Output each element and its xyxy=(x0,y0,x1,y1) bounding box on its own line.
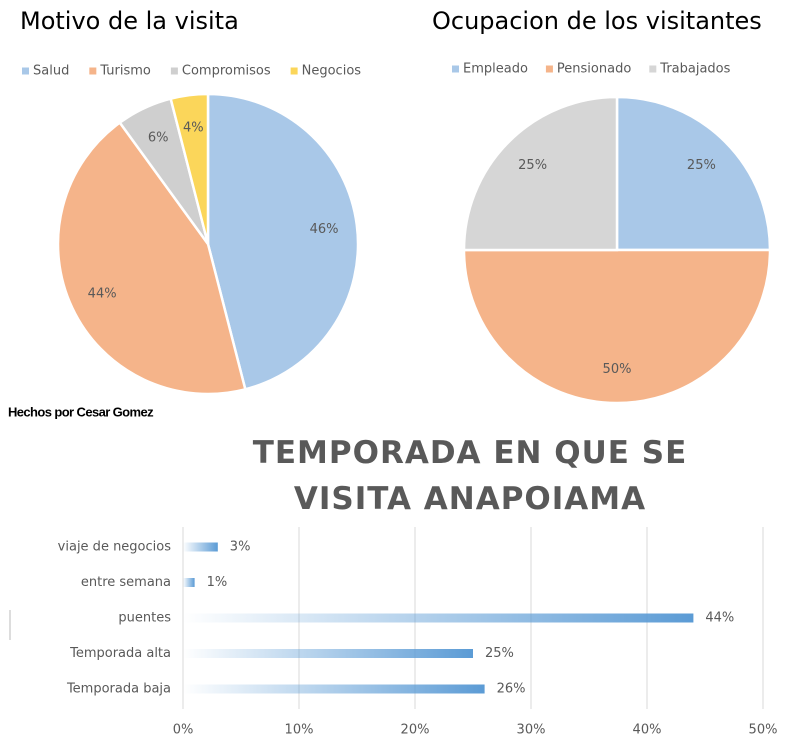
legend-label: Empleado xyxy=(463,62,528,77)
bar xyxy=(183,649,473,658)
pie-title: Motivo de la visita xyxy=(20,7,239,35)
legend-label: Negocios xyxy=(302,64,362,79)
pie-slice xyxy=(169,92,210,245)
data-label: 26% xyxy=(497,682,526,697)
bar xyxy=(183,542,218,552)
bar-chart-title: TEMPORADA EN QUE SE VISITA ANAPOIAMA xyxy=(252,435,688,517)
y-tick-label: Temporada alta xyxy=(69,646,171,661)
caption: Hechos por Cesar Gomez xyxy=(8,404,154,419)
data-label: 50% xyxy=(603,362,632,377)
pie-slice xyxy=(462,248,772,405)
data-label: 44% xyxy=(88,286,117,301)
legend-label: Salud xyxy=(33,64,69,79)
x-tick-label: 40% xyxy=(633,723,662,738)
pie-slice xyxy=(615,95,772,252)
data-label: 25% xyxy=(485,646,514,661)
bar xyxy=(183,684,485,694)
legend-label: Compromisos xyxy=(182,64,271,79)
legend-label: Trabajados xyxy=(659,62,730,77)
data-label: 25% xyxy=(687,158,716,173)
legend-swatch xyxy=(170,67,178,75)
x-tick-label: 20% xyxy=(401,723,430,738)
data-label: 25% xyxy=(518,158,547,173)
y-tick-label: puentes xyxy=(118,611,171,626)
x-tick-label: 30% xyxy=(517,723,546,738)
legend-swatch xyxy=(452,65,459,73)
legend-swatch xyxy=(290,67,298,75)
legend-label: Turismo xyxy=(99,64,151,79)
x-tick-label: 50% xyxy=(749,723,778,738)
x-tick-label: 10% xyxy=(285,723,314,738)
y-tick-label: viaje de negocios xyxy=(58,540,172,555)
data-label: 4% xyxy=(183,120,204,135)
legend-swatch xyxy=(89,67,97,75)
pie-slice xyxy=(462,95,619,252)
legend-swatch xyxy=(22,67,29,75)
data-label: 3% xyxy=(230,540,251,555)
legend-swatch xyxy=(649,65,657,73)
y-tick-label: entre semana xyxy=(81,575,171,590)
pie-title: Ocupacion de los visitantes xyxy=(432,7,762,35)
legend-label: Pensionado xyxy=(557,62,631,77)
x-tick-label: 0% xyxy=(173,723,194,738)
legend-swatch xyxy=(545,65,553,73)
pie-slice xyxy=(206,92,360,391)
bar xyxy=(183,613,694,623)
data-label: 46% xyxy=(310,222,339,237)
data-label: 44% xyxy=(705,611,734,626)
data-label: 6% xyxy=(148,131,169,146)
pie-slice xyxy=(56,120,247,396)
bar xyxy=(183,578,195,587)
data-label: 1% xyxy=(207,575,228,590)
y-tick-label: Temporada baja xyxy=(66,682,171,697)
